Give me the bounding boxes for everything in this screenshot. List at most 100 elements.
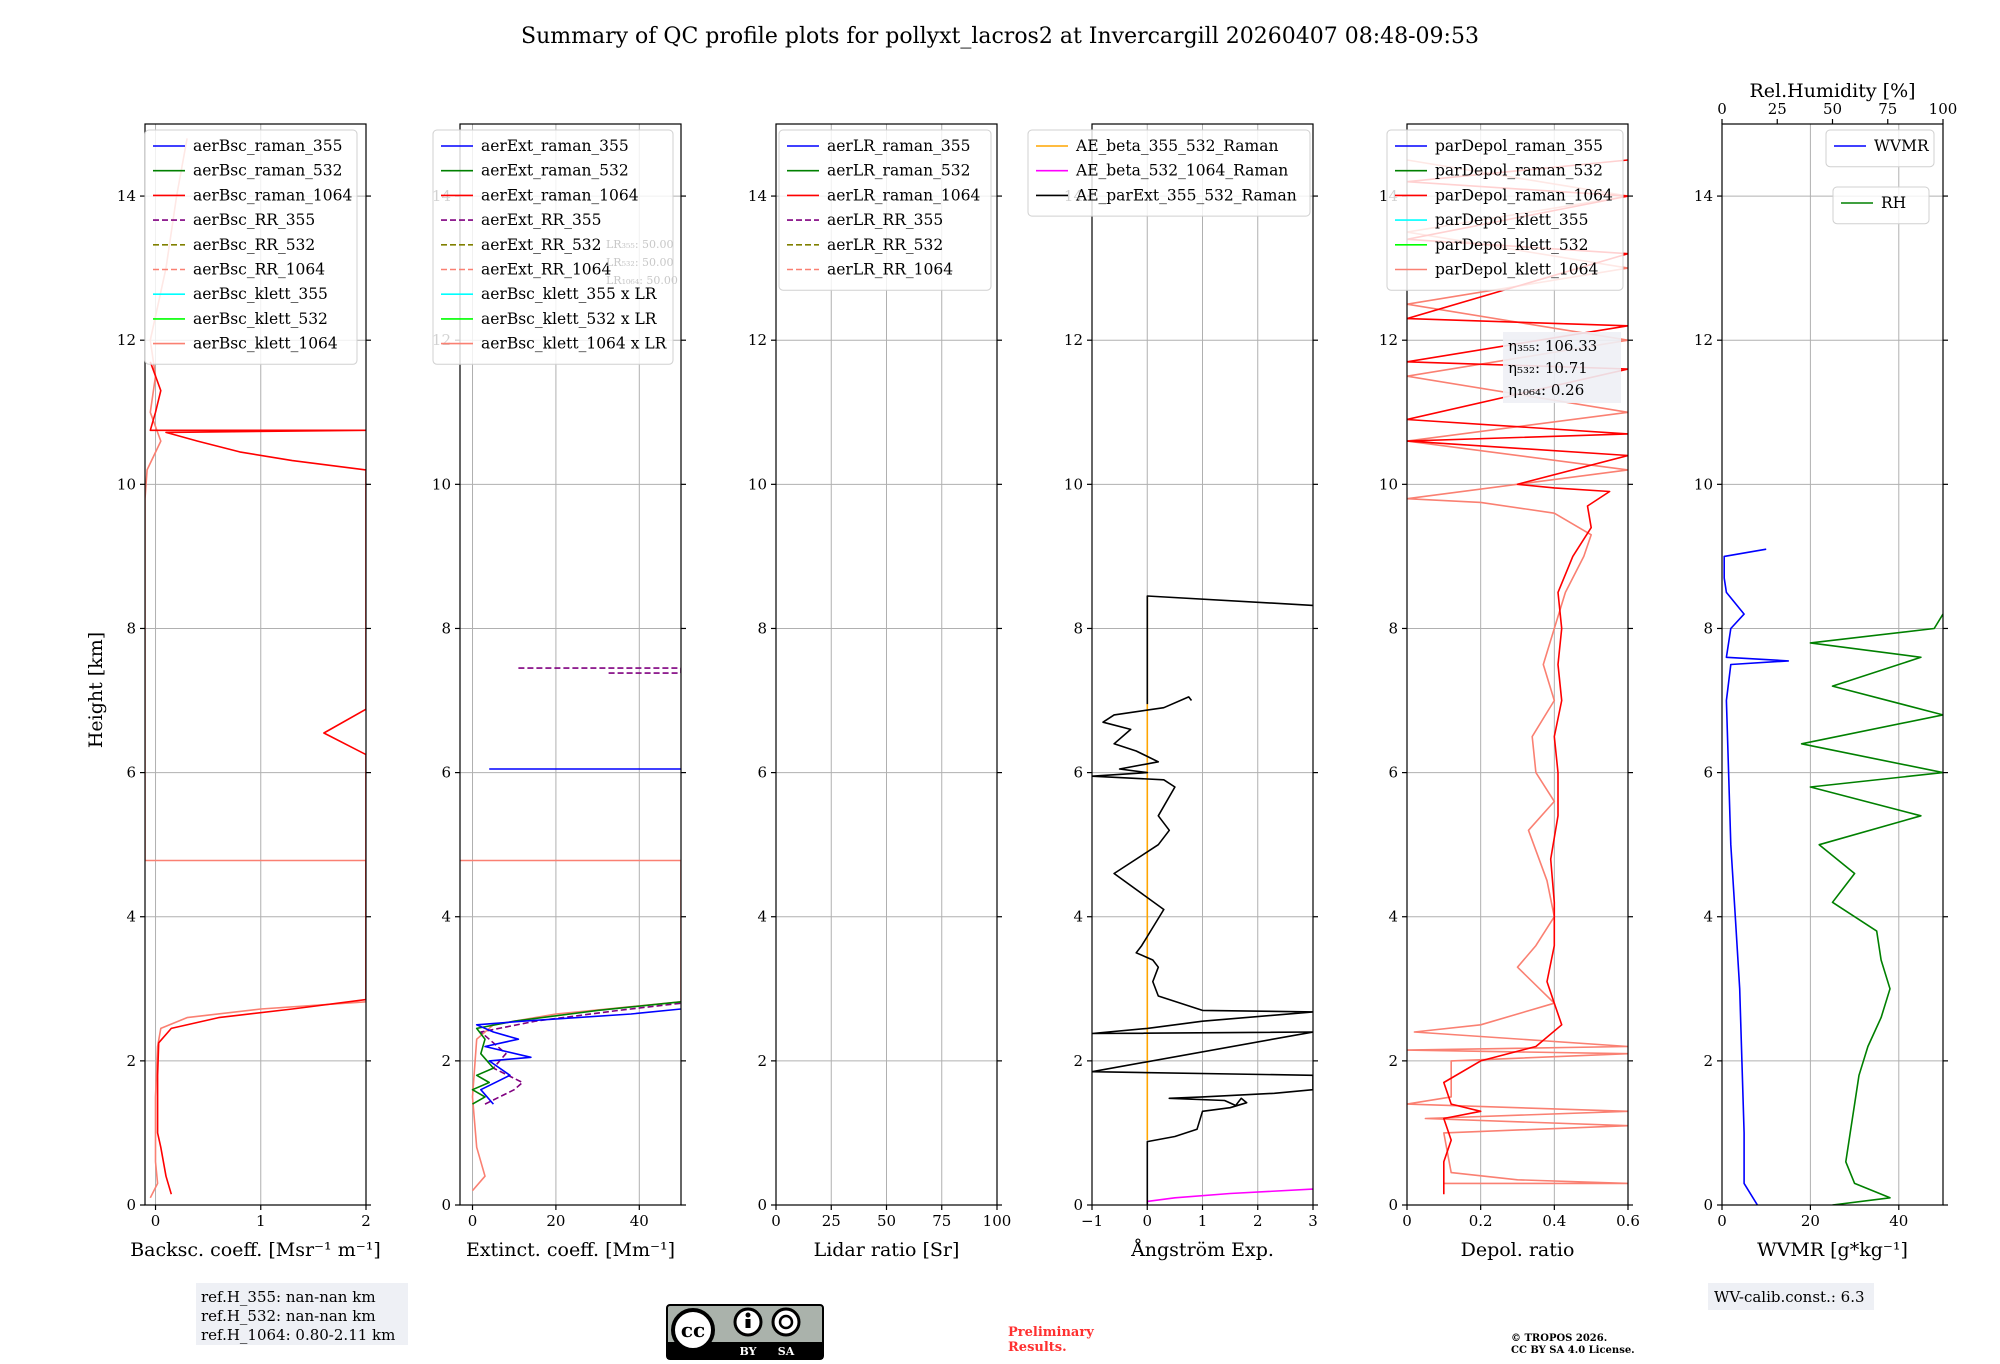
x-tick-label: 0.2 xyxy=(1469,1212,1493,1230)
sa-label: SA xyxy=(778,1345,795,1358)
x-tick-label: 0 xyxy=(468,1212,478,1230)
cc-icon xyxy=(671,1308,715,1352)
legend-box xyxy=(1832,186,1930,225)
y-tick-label: 6 xyxy=(1073,764,1083,782)
legend-ext: aerExt_raman_355 aerExt_raman_532 aerExt_r… xyxy=(432,129,674,365)
eta-label: η₃₅₅: 106.33 xyxy=(1508,337,1597,355)
panel-ext: 0246810121402040Extinct. coeff. [Mm⁻¹]ae… xyxy=(432,123,686,1261)
x-tick-label: 0 xyxy=(1142,1212,1152,1230)
legend-entry: aerBsc_klett_355 x LR xyxy=(481,285,658,303)
sa-icon-arrow xyxy=(778,1314,794,1330)
series-line xyxy=(149,361,366,1195)
legend-entry: AE_beta_355_532_Raman xyxy=(1075,137,1278,155)
cc-icon-text: cc xyxy=(681,1318,705,1342)
legend-wv: WVMR xyxy=(1825,129,1935,168)
figure-title: Summary of QC profile plots for pollyxt_… xyxy=(521,24,1479,49)
ref-height-box-bg xyxy=(196,1283,408,1345)
legend-entry: aerExt_raman_532 xyxy=(481,162,629,180)
by-icon-body xyxy=(745,1319,751,1328)
lr-label: LR₅₃₂: 50.00 xyxy=(606,256,674,269)
x-tick-label: 0 xyxy=(151,1212,161,1230)
y-tick-label: 10 xyxy=(1064,475,1083,493)
legend-entry: aerBsc_klett_532 xyxy=(193,310,328,328)
x-axis-label-wv: WVMR [g*kg⁻¹] xyxy=(1757,1239,1908,1261)
x-ticks-ae: −1 0 1 2 3 xyxy=(1081,1205,1318,1230)
y-tick-label: 4 xyxy=(126,908,136,926)
y-tick-label: 8 xyxy=(1073,619,1083,637)
x-axis-label-lr: Lidar ratio [Sr] xyxy=(814,1239,960,1261)
legend-entry: AE_parExt_355_532_Raman xyxy=(1075,186,1297,204)
y-tick-label: 12 xyxy=(1694,331,1713,349)
x-ticks-bsc: 0 1 2 xyxy=(151,1205,371,1230)
y-tick-label: 14 xyxy=(748,187,767,205)
y-tick-label: 12 xyxy=(748,331,767,349)
legend-box xyxy=(1386,129,1624,291)
legend-entry: aerBsc_klett_1064 xyxy=(193,335,338,353)
x2-tick-label: 0 xyxy=(1717,100,1727,118)
wv-calib-text: WV-calib.const.: 6.3 xyxy=(1714,1288,1865,1306)
legend-entry: AE_beta_532_1064_Raman xyxy=(1075,162,1288,180)
x-tick-label: −1 xyxy=(1081,1212,1103,1230)
y-tick-label: 0 xyxy=(126,1196,136,1214)
legend-entry: aerExt_RR_532 xyxy=(481,236,602,254)
series-line xyxy=(1800,613,1943,1205)
series-line xyxy=(518,667,681,674)
x-axis-label-bsc: Backsc. coeff. [Msr⁻¹ m⁻¹] xyxy=(130,1239,381,1261)
by-icon-head xyxy=(745,1312,751,1318)
series-group-ext xyxy=(460,667,681,1192)
y-tick-label: 12 xyxy=(1379,331,1398,349)
preliminary-line1: Preliminary xyxy=(1008,1325,1094,1340)
legend-depol: parDepol_raman_355 parDepol_raman_532 parD… xyxy=(1386,129,1624,291)
y-tick-label: 10 xyxy=(748,475,767,493)
y-tick-label: 2 xyxy=(1703,1052,1713,1070)
sa-icon xyxy=(771,1307,801,1337)
copyright-line2: CC BY SA 4.0 License. xyxy=(1511,1345,1635,1356)
y-tick-label: 8 xyxy=(1703,619,1713,637)
legend-entry: aerBsc_RR_532 xyxy=(193,236,315,254)
x-ticks-depol: 0 0.2 0.4 0.6 xyxy=(1402,1205,1640,1230)
lr-label: LR₁₀₆₄: 50.00 xyxy=(606,274,678,287)
legend-bsc: aerBsc_raman_355 aerBsc_raman_532 aerBsc_r… xyxy=(144,129,358,365)
y-tick-label: 2 xyxy=(757,1052,767,1070)
series-line xyxy=(471,1001,681,1105)
y-tick-label: 10 xyxy=(1694,475,1713,493)
x-tick-label: 50 xyxy=(877,1212,896,1230)
legend-entry: WVMR xyxy=(1874,137,1930,155)
y-tick-label: 0 xyxy=(757,1196,767,1214)
x2-tick-label: 50 xyxy=(1823,100,1842,118)
legend-entry: aerBsc_RR_355 xyxy=(193,211,315,229)
axes-frame-depol xyxy=(1406,123,1629,1206)
legend-entry: aerBsc_klett_355 xyxy=(193,285,328,303)
lr-labels: LR₃₅₅: 50.00 LR₅₃₂: 50.00 LR₁₀₆₄: 50.00 xyxy=(606,238,678,287)
legend-entry: RH xyxy=(1881,194,1906,212)
y-tick-label: 0 xyxy=(441,1196,451,1214)
lr-label: LR₃₅₅: 50.00 xyxy=(606,238,674,251)
series-line xyxy=(1147,1188,1313,1203)
legend-entry: aerExt_RR_355 xyxy=(481,211,602,229)
ref-h-1064: ref.H_1064: 0.80-2.11 km xyxy=(201,1326,395,1344)
legend-entry: aerExt_raman_1064 xyxy=(481,186,639,204)
legend-box xyxy=(1825,129,1935,168)
x2-tick-label: 25 xyxy=(1768,100,1787,118)
y-tick-label: 10 xyxy=(117,475,136,493)
x-tick-label: 2 xyxy=(361,1212,371,1230)
legend-box xyxy=(1027,129,1311,217)
ref-h-532: ref.H_532: nan-nan km xyxy=(201,1307,376,1325)
eta-label: η₅₃₂: 10.71 xyxy=(1508,359,1588,377)
legend-entry: aerLR_raman_532 xyxy=(827,162,970,180)
legend-entry: aerLR_raman_1064 xyxy=(827,186,980,204)
legend-entry: aerBsc_klett_532 x LR xyxy=(481,310,658,328)
grid-wv xyxy=(1721,124,1943,1206)
series-line xyxy=(1146,595,1313,705)
axes-frame-wv xyxy=(1721,123,1944,1206)
y-tick-label: 6 xyxy=(757,764,767,782)
legend-entry: parDepol_klett_355 xyxy=(1435,211,1588,229)
series-line xyxy=(460,859,681,1192)
y-tick-label: 0 xyxy=(1073,1196,1083,1214)
x2-axis-label-wv: Rel.Humidity [%] xyxy=(1749,80,1915,102)
x-tick-label: 0.6 xyxy=(1616,1212,1640,1230)
series-line xyxy=(1092,696,1313,1205)
